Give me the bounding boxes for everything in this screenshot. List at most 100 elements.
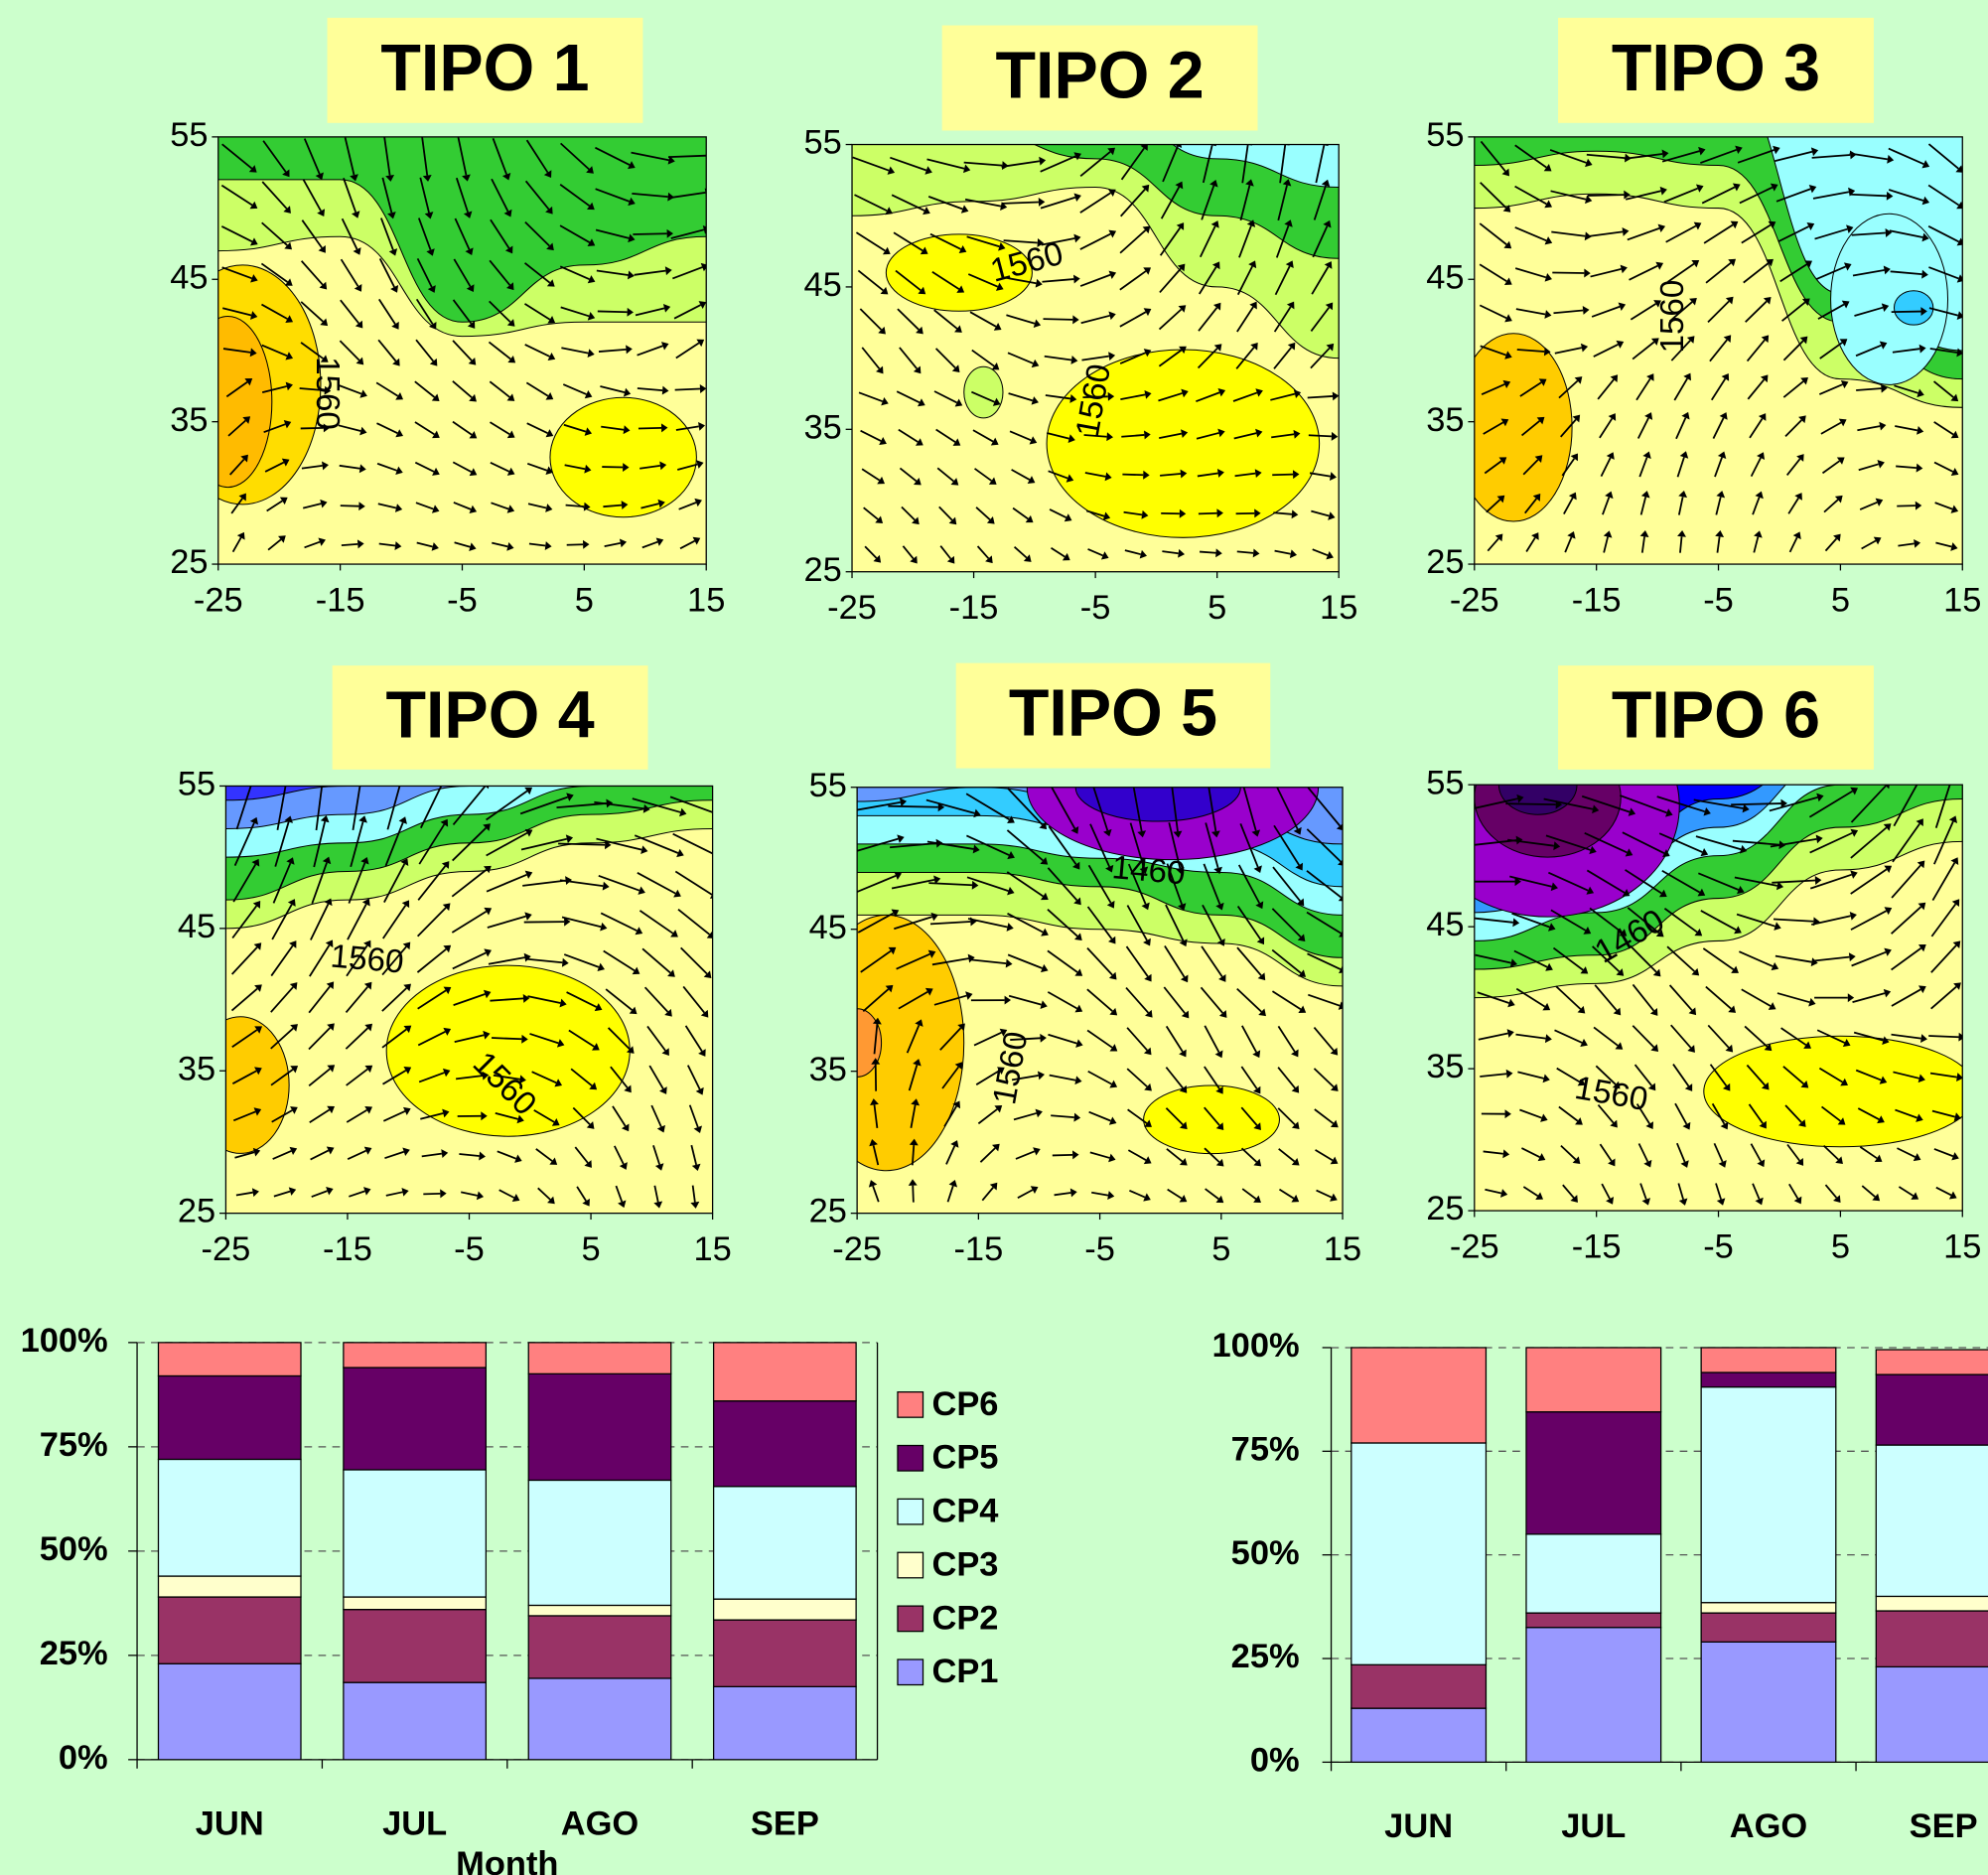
bar-segment — [528, 1605, 671, 1615]
bar-segment — [1351, 1443, 1487, 1664]
bar-segment — [714, 1401, 857, 1487]
y-tick-label: 25 — [803, 551, 841, 589]
legend-swatch — [898, 1659, 923, 1685]
wind-arrow — [1199, 513, 1217, 514]
bar-segment — [1526, 1534, 1661, 1613]
wind-arrow — [1731, 803, 1780, 804]
y-tick-label: 35 — [178, 1050, 215, 1087]
legend-label: CP3 — [931, 1545, 998, 1583]
field-blob — [1704, 1036, 1977, 1147]
field-blob — [550, 397, 696, 516]
x-tick-label: -25 — [194, 581, 243, 619]
bar-segment — [714, 1620, 857, 1686]
x-tick-label: -25 — [1450, 581, 1499, 619]
map-title: TIPO 2 — [995, 40, 1204, 113]
wind-arrow — [913, 1186, 914, 1203]
bar-segment — [344, 1470, 487, 1597]
y-tick-label: 35 — [1426, 401, 1464, 439]
bar-segment — [344, 1597, 487, 1610]
wind-arrow — [1309, 435, 1332, 436]
bar-segment — [158, 1576, 301, 1597]
bar-segment — [714, 1686, 857, 1759]
contour-label: 1560 — [329, 938, 405, 980]
x-tick-label: 5 — [1831, 581, 1850, 619]
wind-arrow — [1044, 319, 1073, 320]
x-tick-label: -5 — [1084, 1230, 1115, 1268]
legend-swatch — [898, 1392, 923, 1418]
bar-segment — [1876, 1596, 1988, 1611]
x-tick-label: SEP — [751, 1804, 819, 1842]
y-tick-label: 45 — [1426, 906, 1464, 943]
x-tick-label: JUL — [382, 1804, 447, 1842]
bar-segment — [158, 1343, 301, 1376]
bar-segment — [1876, 1666, 1988, 1762]
y-tick-label: 45 — [809, 909, 847, 946]
wind-arrow — [1892, 312, 1921, 313]
bar-segment — [1876, 1611, 1988, 1666]
y-tick-label: 55 — [170, 116, 208, 154]
bar-segment — [1701, 1642, 1836, 1762]
wind-arrow — [1122, 475, 1143, 476]
bar-segment — [1701, 1348, 1836, 1372]
map-title: TIPO 1 — [380, 32, 589, 105]
bar-segment — [1526, 1348, 1661, 1412]
wind-arrow — [675, 388, 700, 389]
y-tick-label: 45 — [178, 908, 215, 945]
bar-segment — [344, 1610, 487, 1682]
bar-segment — [1701, 1603, 1836, 1613]
x-tick-label: -25 — [202, 1230, 251, 1268]
wind-arrow — [639, 428, 661, 429]
x-tick-label: 5 — [1207, 589, 1226, 627]
x-tick-label: 15 — [687, 581, 725, 619]
map-title: TIPO 5 — [1009, 677, 1217, 751]
x-tick-label: 15 — [693, 1230, 731, 1268]
wind-arrow — [1928, 1036, 1958, 1037]
wind-arrow — [633, 233, 666, 234]
y-tick-label: 35 — [1426, 1048, 1464, 1085]
bar-segment — [158, 1459, 301, 1576]
y-tick-label: 55 — [809, 767, 847, 804]
bar-segment — [158, 1663, 301, 1760]
x-tick-label: AGO — [1730, 1807, 1807, 1845]
y-tick-label: 25 — [1426, 543, 1464, 581]
contour-label: 1560 — [1654, 280, 1691, 354]
legend-swatch — [898, 1606, 923, 1632]
x-tick-label: -15 — [953, 1230, 1003, 1268]
wind-arrow — [341, 505, 359, 506]
wind-arrow — [1272, 475, 1293, 476]
wind-arrow — [1053, 1155, 1072, 1156]
bar-segment — [1526, 1613, 1661, 1628]
bar-segment — [528, 1480, 671, 1605]
bar-segment — [1876, 1350, 1988, 1374]
x-tick-label: SEP — [1910, 1807, 1978, 1845]
field-blob — [1894, 291, 1932, 325]
wind-arrow — [558, 843, 605, 844]
x-tick-label: -5 — [1080, 589, 1111, 627]
y-tick-label: 50% — [40, 1530, 108, 1568]
y-tick-label: 75% — [40, 1426, 108, 1464]
wind-arrow — [1897, 505, 1916, 506]
y-tick-label: 45 — [170, 258, 208, 296]
wind-arrow — [342, 544, 357, 545]
bar-segment — [528, 1343, 671, 1373]
contour-label: 1460 — [1110, 849, 1187, 892]
contour-label: 1560 — [309, 357, 346, 430]
map-title: TIPO 6 — [1612, 679, 1820, 753]
y-tick-label: 50% — [1231, 1534, 1300, 1572]
y-tick-label: 35 — [803, 408, 841, 446]
x-tick-label: -15 — [316, 581, 365, 619]
y-tick-label: 55 — [1426, 116, 1464, 154]
x-tick-label: JUL — [1561, 1807, 1626, 1845]
bar-segment — [1701, 1372, 1836, 1387]
y-tick-label: 25 — [178, 1193, 215, 1230]
wind-arrow — [598, 311, 628, 312]
y-tick-label: 100% — [21, 1322, 108, 1360]
x-tick-label: 15 — [1943, 1227, 1981, 1265]
bar-segment — [344, 1343, 487, 1368]
x-tick-label: 5 — [1211, 1230, 1230, 1268]
x-tick-label: 5 — [1831, 1227, 1850, 1265]
map-title: TIPO 3 — [1612, 32, 1820, 105]
y-tick-label: 45 — [803, 266, 841, 304]
wind-arrow — [1505, 803, 1555, 804]
bar-segment — [1526, 1412, 1661, 1534]
